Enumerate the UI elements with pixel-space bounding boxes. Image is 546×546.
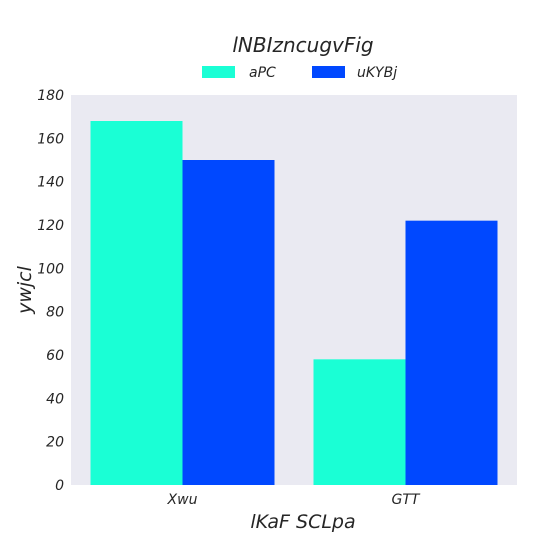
y-tick-label: 100 — [37, 261, 64, 277]
bar-aPC-GTT — [313, 359, 406, 485]
y-tick-label: 140 — [37, 175, 64, 191]
chart-title: lNBIzncugvFig — [232, 33, 373, 57]
bar-aPC-Xwu — [90, 121, 183, 485]
x-axis-label: lKaF SCLpa — [250, 511, 355, 533]
legend-swatch-aPC — [202, 66, 235, 78]
y-tick-label: 0 — [55, 478, 64, 494]
y-axis-label: ywjcl — [14, 265, 36, 315]
x-tick-labels: Xwu GTT — [167, 492, 421, 508]
y-tick-label: 40 — [46, 391, 64, 407]
y-tick-labels: 0 20 40 60 80 100 120 140 160 180 — [37, 88, 64, 494]
y-tick-label: 20 — [46, 435, 64, 451]
y-tick-label: 80 — [46, 305, 64, 321]
legend: aPC uKYBj — [202, 65, 397, 81]
y-tick-label: 180 — [37, 88, 64, 104]
bars-group — [90, 121, 498, 485]
legend-label-aPC: aPC — [249, 65, 276, 81]
x-tick-label: GTT — [392, 492, 421, 508]
x-tick-label: Xwu — [167, 492, 198, 508]
legend-label-uKYBj: uKYBj — [357, 65, 397, 81]
legend-swatch-uKYBj — [312, 66, 345, 78]
y-tick-label: 60 — [46, 348, 64, 364]
bar-uKYBj-Xwu — [182, 160, 275, 485]
bar-uKYBj-GTT — [405, 220, 498, 485]
y-tick-label: 120 — [37, 218, 64, 234]
y-tick-label: 160 — [37, 131, 64, 147]
